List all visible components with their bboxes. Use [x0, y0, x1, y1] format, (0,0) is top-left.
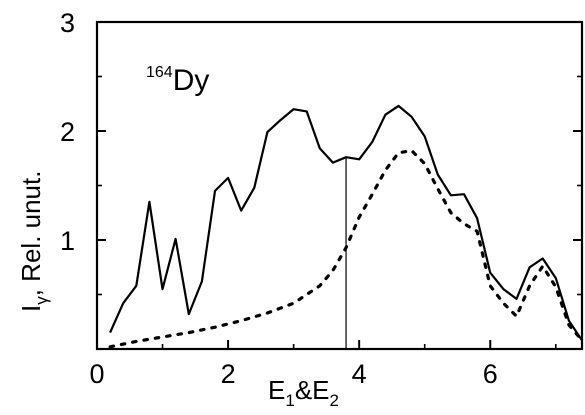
- y-tick-label: 3: [60, 8, 75, 38]
- y-axis-label: Iγ, Rel. unut.: [16, 171, 51, 312]
- x-axis-label-e1: E: [268, 375, 285, 405]
- x-tick-label: 0: [89, 359, 104, 389]
- isotope-element: Dy: [173, 64, 210, 97]
- x-axis-label-sub2: 2: [330, 391, 339, 410]
- x-tick-label: 2: [221, 359, 236, 389]
- y-axis-label-i: I: [16, 305, 46, 312]
- x-axis-label-sub1: 1: [285, 391, 294, 410]
- y-tick-label: 1: [60, 226, 75, 256]
- tick-labels: 0 2 4 6 1 2 3: [60, 8, 498, 389]
- dotted-series-line: [108, 149, 584, 349]
- isotope-mass-number: 164: [146, 64, 173, 81]
- plot-lines: [108, 104, 584, 349]
- x-axis-label: E1&E2: [268, 375, 339, 410]
- x-tick-label: 6: [483, 359, 498, 389]
- axis-ticks: [96, 21, 582, 349]
- y-axis-label-gamma: γ: [32, 296, 51, 305]
- y-axis-label-rest: , Rel. unut.: [16, 171, 46, 297]
- x-tick-label: 4: [352, 359, 367, 389]
- y-tick-label: 2: [60, 117, 75, 147]
- isotope-annotation: 164Dy: [146, 64, 209, 97]
- x-axis-label-e2: &E: [295, 375, 330, 405]
